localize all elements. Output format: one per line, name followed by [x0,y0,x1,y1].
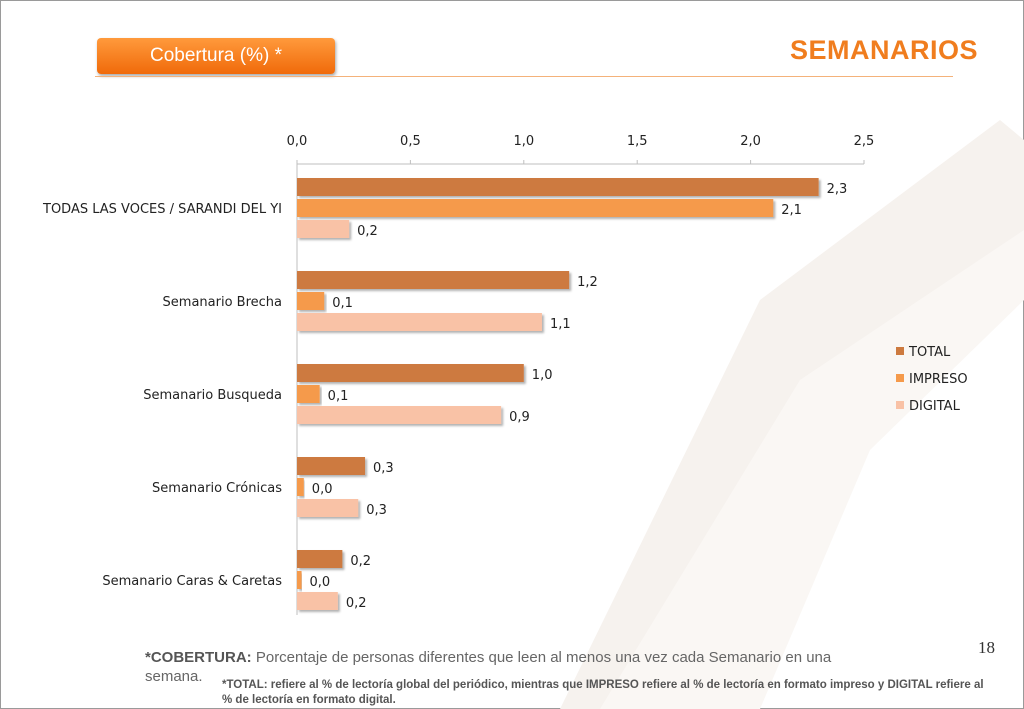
title-divider [95,76,953,77]
data-label: 0,1 [328,389,349,404]
page-title: SEMANARIOS [789,35,978,65]
data-label: 1,2 [577,275,598,290]
data-label: 0,9 [509,410,530,425]
legend-label: DIGITAL [909,399,961,414]
category-label: Semanario Crónicas [152,481,282,496]
bar-impreso [297,385,320,403]
footnote-cobertura: *COBERTURA: Porcentaje de personas difer… [145,648,885,686]
bar-total [297,271,570,289]
legend-swatch-digital [896,401,904,409]
x-tick-label: 0,5 [400,134,421,149]
coverage-badge: Cobertura (%) * [97,38,335,74]
bar-digital [297,313,542,331]
x-tick-label: 1,0 [513,134,534,149]
bar-impreso [297,571,302,589]
x-tick-label: 2,5 [854,134,875,149]
data-label: 0,3 [373,461,394,476]
data-label: 0,0 [310,575,331,590]
legend-swatch-impreso [896,374,904,382]
bar-impreso [297,199,774,217]
data-label: 0,0 [312,482,333,497]
footnote-total: *TOTAL: refiere al % de lectoría global … [222,679,984,706]
data-label: 2,3 [827,182,848,197]
bar-impreso [297,478,304,496]
data-label: 0,2 [357,224,378,239]
bar-impreso [297,292,325,310]
data-label: 0,2 [350,554,371,569]
data-label: 1,1 [550,317,571,332]
footnote-cobertura-term: *COBERTURA: [145,649,252,666]
x-tick-label: 0,0 [287,134,308,149]
category-label: Semanario Brecha [163,295,282,310]
bar-total [297,457,366,475]
footnote-cobertura-text: Porcentaje de personas diferentes que le… [145,649,832,685]
legend-swatch-total [896,347,904,355]
legend-label: IMPRESO [909,372,968,387]
x-tick-label: 2,0 [740,134,761,149]
bar-digital [297,406,502,424]
category-label: Semanario Caras & Caretas [102,574,282,589]
data-label: 1,0 [532,368,553,383]
data-label: 2,1 [781,203,802,218]
page-number: 18 [978,638,995,657]
bar-digital [297,592,338,610]
x-tick-label: 1,5 [627,134,648,149]
legend-label: TOTAL [908,345,951,360]
data-label: 0,3 [366,503,387,518]
bar-total [297,550,343,568]
bar-total [297,178,819,196]
data-label: 0,1 [332,296,353,311]
category-label: Semanario Busqueda [143,388,282,403]
bar-total [297,364,524,382]
bar-digital [297,220,350,238]
bar-digital [297,499,359,517]
category-label: TODAS LAS VOCES / SARANDI DEL YI [42,202,282,217]
data-label: 0,2 [346,596,367,611]
